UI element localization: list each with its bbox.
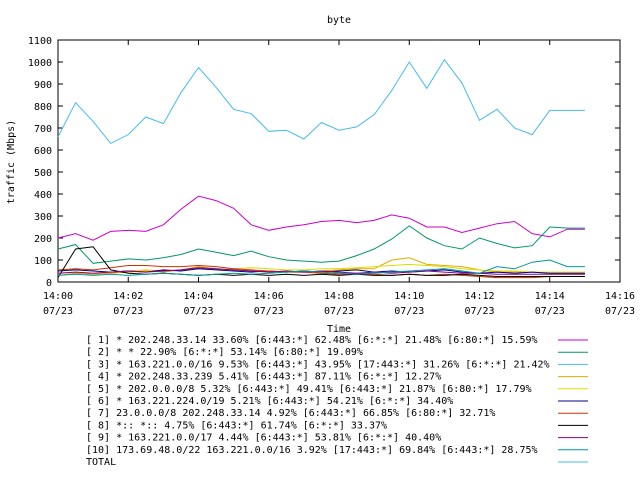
y-tick-label: 1000: [28, 58, 52, 69]
legend-entry-5: [ 5] * 202.0.0.0/8 5.32% [6:443:*] 49.41…: [86, 384, 532, 395]
x-tick-date-label: 07/23: [183, 306, 213, 317]
y-tick-label: 800: [34, 102, 52, 113]
x-axis-ticks: 14:00 07/23 14:02 07/23 14:04 07/23 14:06 07/23…: [43, 40, 635, 317]
x-tick-time-label: 14:16: [605, 291, 635, 302]
x-tick-date-label: 07/23: [535, 306, 565, 317]
legend-entry-1: [ 1] * 202.248.33.14 33.60% [6:443:*] 62…: [86, 335, 538, 346]
legend-entry-8: [ 8] *:: *:: 4.75% [6:443:*] 61.74% [6:*…: [86, 420, 387, 431]
x-tick-date-label: 07/23: [464, 306, 494, 317]
y-tick-label: 600: [34, 146, 52, 157]
x-tick-time-label: 14:08: [324, 291, 354, 302]
series-lines: [57, 58, 585, 279]
legend-entry-6: [ 6] * 163.221.224.0/19 5.21% [6:443:*] …: [86, 396, 453, 407]
legend: [ 1] * 202.248.33.14 33.60% [6:443:*] 62…: [86, 335, 588, 468]
y-tick-label: 300: [34, 212, 52, 223]
y-tick-label: 500: [34, 168, 52, 179]
x-tick-time-label: 14:12: [464, 291, 494, 302]
legend-entry-2: [ 2] * * 22.90% [6:*:*] 53.14% [6:80:*] …: [86, 347, 363, 358]
y-tick-label: 900: [34, 80, 52, 91]
legend-entry-7: [ 7] 23.0.0.0/8 202.248.33.14 4.92% [6:4…: [86, 408, 495, 419]
x-tick-time-label: 14:10: [394, 291, 424, 302]
x-tick-date-label: 07/23: [324, 306, 354, 317]
plot-frame: [57, 39, 621, 283]
x-tick-date-label: 07/23: [605, 306, 635, 317]
y-tick-label: 400: [34, 190, 52, 201]
x-tick-date-label: 07/23: [113, 306, 143, 317]
legend-entry-9: [ 9] * 163.221.0.0/17 4.44% [6:443:*] 53…: [86, 433, 441, 444]
legend-entry-3: [ 3] * 163.221.0.0/16 9.53% [6:443:*] 43…: [86, 359, 550, 370]
x-tick-time-label: 14:02: [113, 291, 143, 302]
series-line-3: [57, 58, 585, 145]
y-tick-label: 700: [34, 124, 52, 135]
series-line-10: [57, 259, 585, 276]
series-line-2: [57, 225, 585, 264]
series-line-1: [57, 195, 585, 241]
x-axis-label: Time: [327, 324, 351, 335]
y-tick-label: 200: [34, 234, 52, 245]
series-line-7: [57, 264, 585, 279]
series-line-5: [57, 263, 585, 274]
y-tick-label: 100: [34, 256, 52, 267]
x-tick-date-label: 07/23: [43, 306, 73, 317]
series-line-9: [57, 267, 585, 275]
x-tick-date-label: 07/23: [394, 306, 424, 317]
x-tick-time-label: 14:06: [254, 291, 284, 302]
plot-axes: [57, 39, 621, 283]
x-tick-time-label: 14:04: [183, 291, 213, 302]
y-tick-label: 0: [46, 278, 52, 289]
x-tick-date-label: 07/23: [254, 306, 284, 317]
y-tick-label: 1100: [28, 36, 52, 47]
legend-entry-4: [ 4] * 202.248.33.239 5.41% [6:443:*] 87…: [86, 372, 441, 383]
y-axis-ticks: 0 100 200 300 400 500 600 700 800 900 1000 1100: [28, 36, 620, 289]
chart-title: byte: [327, 15, 351, 26]
x-tick-time-label: 14:00: [43, 291, 73, 302]
legend-entry-10: [10] 173.69.48.0/22 163.221.0.0/16 3.92%…: [86, 445, 538, 456]
legend-entry-total: TOTAL: [86, 457, 116, 468]
x-tick-time-label: 14:14: [535, 291, 565, 302]
y-axis-label: traffic (Mbps): [6, 120, 17, 204]
